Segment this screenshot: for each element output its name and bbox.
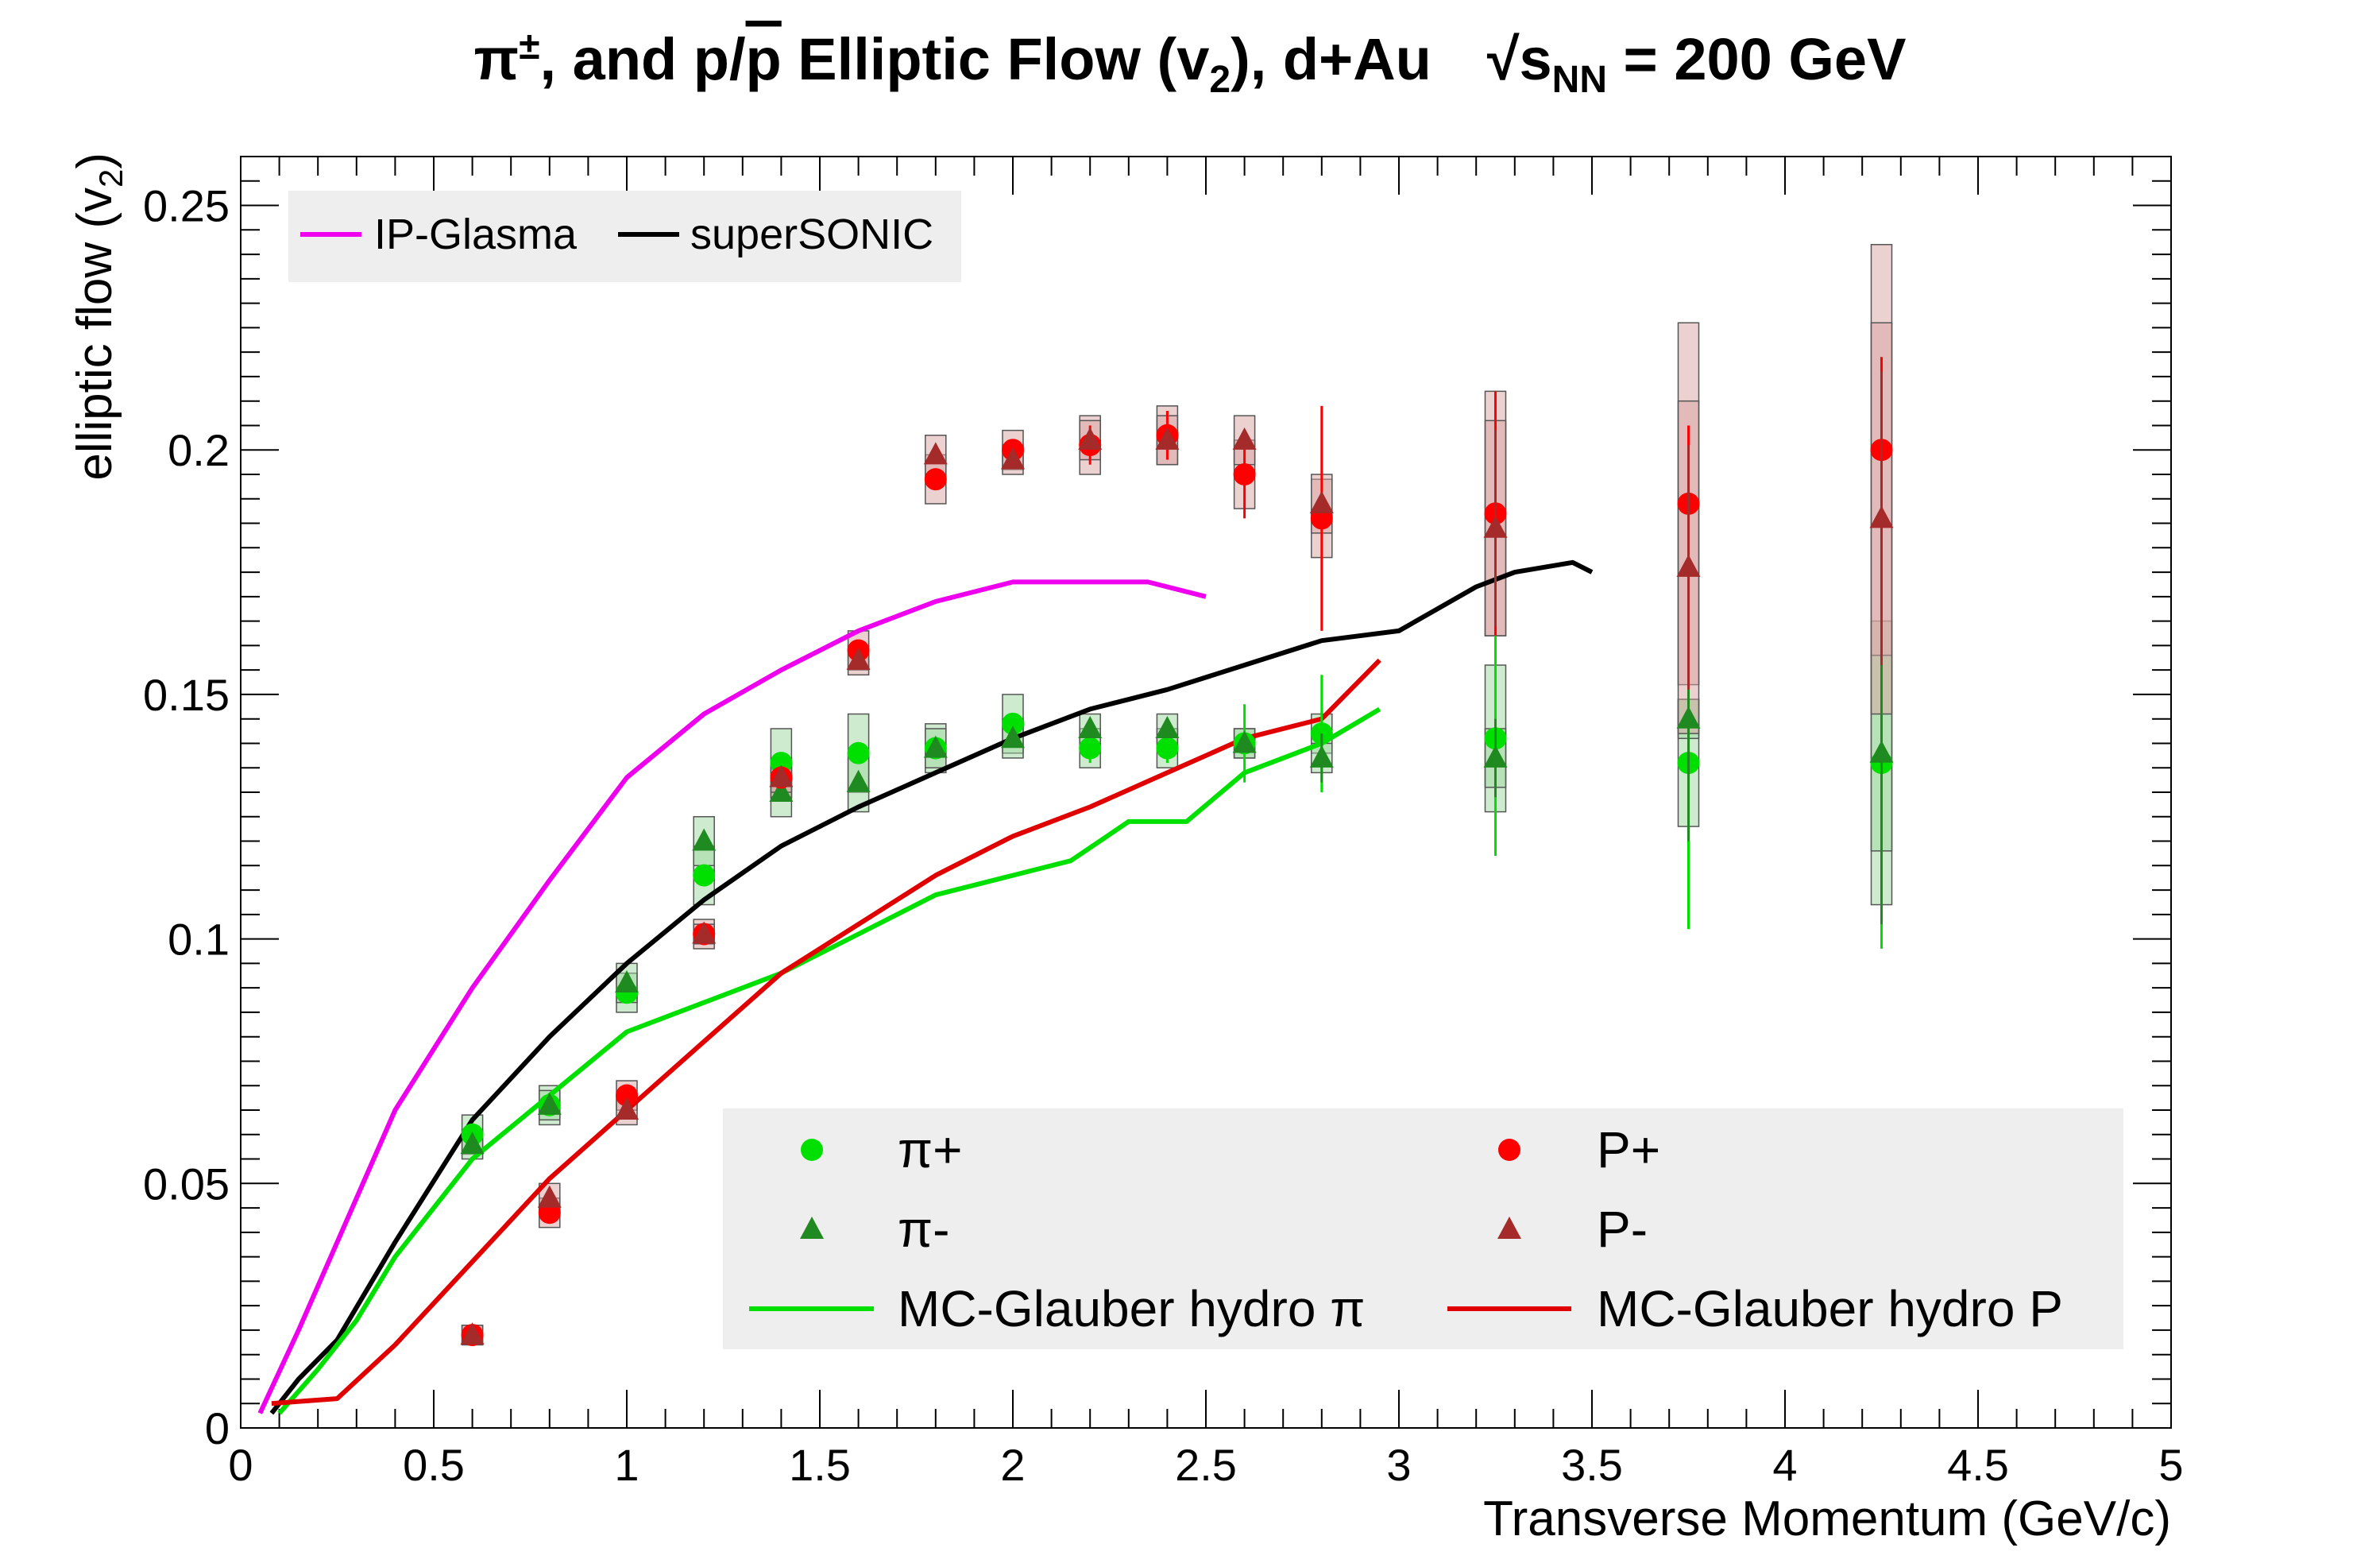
data-point: [847, 741, 870, 764]
x-axis-title: Transverse Momentum (GeV/c): [1483, 1492, 2171, 1546]
data-point: [1001, 725, 1025, 749]
y-tick-label: 0: [205, 1403, 230, 1453]
data-point: [693, 864, 716, 887]
legend-models: IP-Glasma superSONIC: [288, 191, 961, 282]
x-tick-label: 1.5: [789, 1440, 851, 1490]
data-point: [1676, 706, 1701, 729]
plot-area: 0 0.5 1 1.5 2 2.5 3 3.5 4 4.5 5 0 0.05 0.1 0.15 0.2 0.25…: [143, 156, 2184, 1490]
y-axis: 0 0.05 0.1 0.15 0.2 0.25: [143, 156, 2171, 1453]
data-point: [537, 1092, 562, 1115]
data-point: [1079, 737, 1102, 760]
pbar-letter: p: [746, 26, 782, 92]
data-point: [846, 647, 871, 670]
legend-label-p-plus: P+: [1597, 1121, 1660, 1178]
data-point: [1155, 427, 1180, 450]
y-tick-label: 0.05: [143, 1159, 230, 1209]
data-point: [1001, 447, 1025, 470]
data-point: [1483, 515, 1508, 538]
data-point: [1155, 716, 1180, 738]
y-tick-label: 0.25: [143, 181, 230, 231]
data-point: [460, 1322, 485, 1345]
legend-label-pi-minus: π-: [898, 1201, 949, 1258]
data-point: [692, 921, 717, 944]
x-tick-label: 3.5: [1561, 1440, 1623, 1490]
data-points: [460, 357, 1894, 1347]
data-point: [1309, 745, 1334, 768]
data-point: [1232, 427, 1257, 450]
legend-marker-pi-plus: [801, 1139, 823, 1161]
x-tick-label: 0.5: [403, 1440, 465, 1490]
data-point: [1483, 745, 1508, 768]
data-point: [1869, 740, 1894, 763]
data-point: [923, 442, 948, 465]
x-tick-label: 3: [1386, 1440, 1411, 1490]
legend-marker-p-minus: [1497, 1217, 1521, 1239]
chart-title: π±, and p/p Elliptic Flow (v2), d+Au √sNN…: [474, 25, 1907, 101]
data-point: [1078, 427, 1103, 450]
x-tick-label: 2.5: [1175, 1440, 1237, 1490]
legend-marker-p-plus: [1498, 1139, 1520, 1161]
data-point: [923, 735, 948, 758]
x-tick-label: 5: [2158, 1440, 2183, 1490]
x-tick-label: 4: [1772, 1440, 1797, 1490]
data-point: [1232, 730, 1257, 753]
data-point: [537, 1185, 562, 1208]
data-point: [460, 1132, 485, 1155]
data-point: [615, 970, 639, 992]
data-point: [1233, 463, 1256, 486]
y-tick-label: 0.15: [143, 670, 230, 720]
curve-mc-glauber-hydro-: [277, 706, 1381, 1415]
data-point: [616, 1084, 638, 1107]
legend-label-supersonic: superSONIC: [690, 211, 933, 258]
legend-label-glauber-pi: MC-Glauber hydro π: [898, 1280, 1365, 1337]
x-tick-label: 2: [1000, 1440, 1025, 1490]
x-tick-label: 1: [614, 1440, 639, 1490]
x-axis: 0 0.5 1 1.5 2 2.5 3 3.5 4 4.5 5: [228, 157, 2184, 1490]
x-tick-label: 4.5: [1947, 1440, 2009, 1490]
legend-marker-pi-minus: [800, 1217, 824, 1239]
legend-box: [723, 1109, 2123, 1349]
data-point: [1002, 712, 1024, 735]
y-axis-title: elliptic flow (v2): [68, 153, 129, 481]
data-point: [769, 780, 794, 802]
legend-label-p-minus: P-: [1597, 1201, 1648, 1258]
y-tick-label: 0.1: [168, 915, 230, 965]
data-point: [924, 468, 947, 491]
data-point: [1676, 554, 1701, 577]
data-point: [846, 769, 871, 792]
y-tick-label: 0.2: [168, 425, 230, 475]
model-curves: [257, 559, 1594, 1415]
legend-label-glauber-p: MC-Glauber hydro P: [1597, 1280, 2063, 1337]
legend-label-pi-plus: π+: [898, 1121, 963, 1178]
x-tick-label: 0: [228, 1440, 253, 1490]
curve-mc-glauber-hydro-p: [271, 658, 1381, 1406]
data-point: [769, 764, 794, 787]
curve-ip-glasma: [257, 579, 1207, 1414]
legend-label-ipglasma: IP-Glasma: [374, 211, 578, 258]
data-point: [1869, 505, 1894, 528]
legend-particles: π+ π- MC-Glauber hydro π P+ P- MC-Glauber hyd…: [723, 1109, 2123, 1349]
data-point: [692, 828, 717, 851]
data-point: [1156, 737, 1179, 760]
curve-supersonic: [269, 559, 1594, 1415]
data-point: [1078, 716, 1103, 738]
data-point: [1309, 490, 1334, 513]
data-point: [615, 1097, 639, 1120]
